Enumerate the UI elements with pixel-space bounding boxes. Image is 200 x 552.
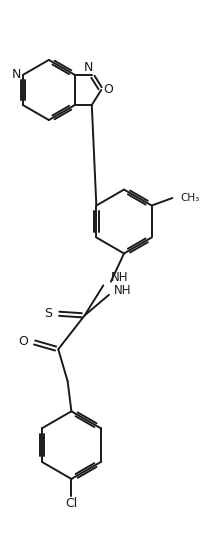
Text: S: S [44,307,52,320]
Text: O: O [102,83,112,97]
Text: CH₃: CH₃ [180,193,199,203]
Text: N: N [83,61,92,74]
Text: Cl: Cl [65,497,77,510]
Text: NH: NH [113,284,131,296]
Text: NH: NH [110,272,128,284]
Text: O: O [18,335,28,348]
Text: N: N [11,68,21,82]
